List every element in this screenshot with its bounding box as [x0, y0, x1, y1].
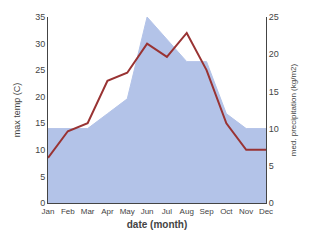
svg-text:5: 5 [40, 172, 45, 182]
svg-text:Aug: Aug [180, 207, 194, 216]
svg-text:Apr: Apr [101, 207, 114, 216]
svg-text:max temp (C): max temp (C) [12, 83, 22, 138]
svg-text:Jun: Jun [141, 207, 154, 216]
svg-text:25: 25 [269, 12, 279, 22]
svg-text:0: 0 [40, 198, 45, 208]
svg-text:15: 15 [269, 87, 279, 97]
svg-text:10: 10 [35, 145, 45, 155]
svg-text:25: 25 [35, 65, 45, 75]
svg-text:Dec: Dec [259, 207, 273, 216]
svg-text:0: 0 [269, 198, 274, 208]
svg-text:med. precipitation (kg/m2): med. precipitation (kg/m2) [289, 63, 298, 156]
svg-text:5: 5 [269, 161, 274, 171]
svg-text:30: 30 [35, 39, 45, 49]
svg-text:10: 10 [269, 124, 279, 134]
svg-text:35: 35 [35, 12, 45, 22]
svg-text:Mar: Mar [81, 207, 95, 216]
svg-text:Jul: Jul [162, 207, 172, 216]
svg-text:20: 20 [35, 92, 45, 102]
svg-text:20: 20 [269, 49, 279, 59]
svg-text:Sep: Sep [199, 207, 214, 216]
svg-text:Nov: Nov [239, 207, 253, 216]
svg-text:date (month): date (month) [127, 219, 188, 230]
svg-text:15: 15 [35, 118, 45, 128]
svg-text:Jan: Jan [42, 207, 55, 216]
svg-text:May: May [120, 207, 135, 216]
svg-text:Feb: Feb [61, 207, 75, 216]
svg-text:Oct: Oct [220, 207, 233, 216]
